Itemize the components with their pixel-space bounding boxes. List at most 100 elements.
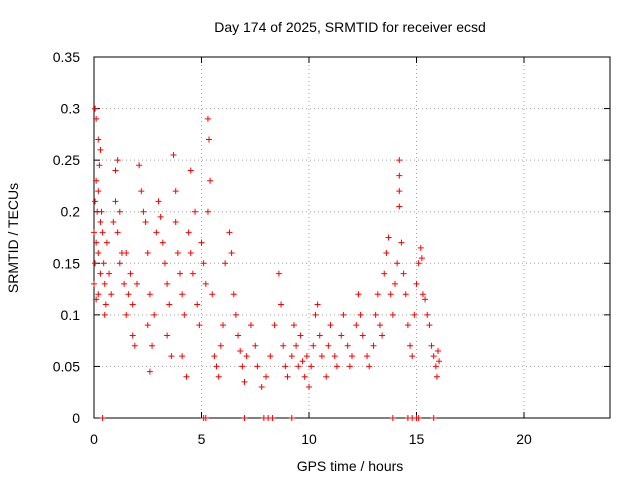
data-point <box>396 172 403 179</box>
data-point <box>125 291 132 298</box>
data-point <box>92 198 99 205</box>
data-point <box>110 219 117 226</box>
data-point <box>239 363 246 370</box>
data-point <box>346 363 353 370</box>
data-point <box>402 291 409 298</box>
data-point <box>331 353 338 360</box>
data-point <box>235 332 242 339</box>
data-point <box>189 270 196 277</box>
data-point <box>103 239 110 246</box>
data-point <box>301 373 308 380</box>
data-point <box>92 260 99 267</box>
data-point <box>314 301 321 308</box>
data-point <box>374 291 381 298</box>
data-point <box>206 136 213 143</box>
data-point <box>409 353 416 360</box>
data-point <box>95 136 102 143</box>
data-point <box>177 270 183 277</box>
data-point <box>97 219 104 226</box>
data-point <box>308 363 315 370</box>
data-point <box>340 311 347 318</box>
data-point <box>252 342 259 349</box>
data-point <box>243 353 250 360</box>
data-point <box>157 213 164 220</box>
data-point <box>100 260 107 267</box>
data-point <box>372 311 379 318</box>
data-point <box>428 342 435 349</box>
data-point <box>220 322 226 329</box>
y-tick-label: 0.15 <box>53 255 80 271</box>
data-point <box>426 322 433 329</box>
data-point <box>215 373 222 380</box>
data-point <box>93 177 100 184</box>
data-point <box>327 322 334 329</box>
data-point <box>136 162 143 169</box>
data-point <box>303 353 310 360</box>
data-point <box>179 353 186 360</box>
data-point <box>194 301 201 308</box>
data-point <box>198 239 205 246</box>
data-point <box>196 322 203 329</box>
data-point <box>318 353 325 360</box>
data-point <box>263 373 269 380</box>
x-tick-label: 15 <box>409 431 425 447</box>
data-point <box>306 384 312 391</box>
y-tick-label: 0.1 <box>61 307 81 323</box>
data-point <box>436 358 443 365</box>
data-point <box>288 353 295 360</box>
data-point <box>142 219 149 226</box>
data-point <box>187 249 194 256</box>
data-point <box>101 280 108 287</box>
x-tick-label: 10 <box>301 431 317 447</box>
data-point <box>102 301 109 308</box>
data-point <box>432 363 439 370</box>
data-point <box>297 332 304 339</box>
data-point <box>280 342 287 349</box>
x-tick-label: 5 <box>198 431 206 447</box>
data-point <box>400 270 407 277</box>
data-point <box>213 363 220 370</box>
data-point <box>211 353 218 360</box>
data-point <box>207 177 214 184</box>
data-point <box>98 208 105 215</box>
data-point <box>316 332 323 339</box>
data-point <box>396 188 403 195</box>
data-point <box>144 322 151 329</box>
data-point <box>91 280 97 287</box>
data-point <box>155 198 162 205</box>
data-point <box>290 322 297 329</box>
data-point <box>159 239 166 246</box>
data-point <box>394 260 401 267</box>
x-tick-label: 20 <box>516 431 532 447</box>
data-point <box>161 260 168 267</box>
data-point <box>387 291 394 298</box>
data-point <box>116 260 123 267</box>
data-point <box>424 311 431 318</box>
data-point <box>353 322 360 329</box>
data-point <box>93 296 100 303</box>
data-point <box>415 260 422 267</box>
data-point <box>271 322 278 329</box>
data-point <box>376 322 383 329</box>
data-point <box>344 342 351 349</box>
data-point <box>108 291 115 298</box>
data-point <box>407 342 414 349</box>
data-point <box>146 368 153 375</box>
data-point <box>269 415 276 421</box>
chart-title: Day 174 of 2025, SRMTID for receiver ecs… <box>214 19 486 35</box>
data-point <box>99 229 106 236</box>
data-point <box>168 353 175 360</box>
data-point <box>97 270 104 277</box>
data-point <box>138 188 145 195</box>
data-point <box>241 415 248 421</box>
data-point <box>127 270 134 277</box>
data-point <box>140 208 147 215</box>
data-point <box>247 322 254 329</box>
data-point <box>379 332 386 339</box>
data-point <box>349 353 355 360</box>
data-point <box>164 332 171 339</box>
data-point <box>413 280 420 287</box>
data-point <box>254 363 261 370</box>
data-point <box>299 358 306 365</box>
